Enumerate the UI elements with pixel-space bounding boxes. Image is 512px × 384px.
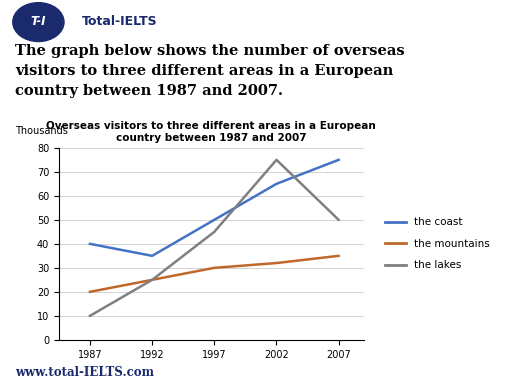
Title: Overseas visitors to three different areas in a European
country between 1987 an: Overseas visitors to three different are… [46, 121, 376, 143]
Text: Thousands: Thousands [15, 126, 68, 136]
Legend: the coast, the mountains, the lakes: the coast, the mountains, the lakes [381, 213, 494, 275]
Text: The graph below shows the number of overseas
visitors to three different areas i: The graph below shows the number of over… [15, 44, 405, 98]
Ellipse shape [13, 3, 64, 41]
Text: T-I: T-I [31, 15, 46, 28]
Text: www.total-IELTS.com: www.total-IELTS.com [15, 366, 154, 379]
Text: Total-IELTS: Total-IELTS [82, 15, 158, 28]
